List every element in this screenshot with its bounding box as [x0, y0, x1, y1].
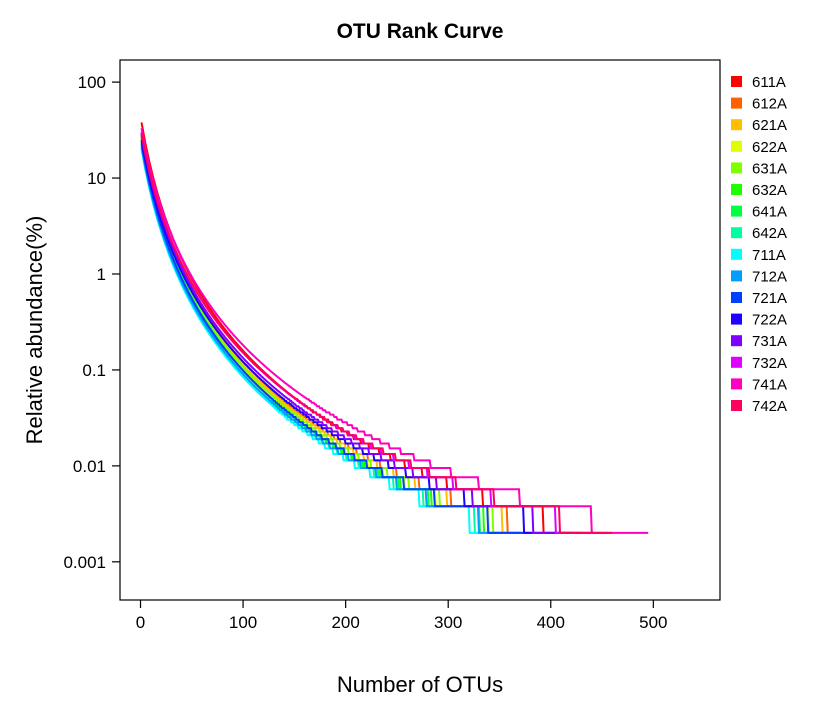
x-tick-label: 200	[331, 613, 359, 632]
x-tick-label: 400	[537, 613, 565, 632]
legend-label: 711A	[752, 247, 786, 264]
legend-swatch	[731, 119, 742, 131]
legend: 611A 612A 621A 622A 631A 632A 641A 642A 711A 712A…	[731, 74, 787, 415]
legend-swatch	[731, 292, 742, 303]
series-line-711A	[140, 149, 510, 534]
series-line-641A	[140, 138, 520, 534]
series-layer	[140, 122, 649, 534]
y-tick-label: 0.1	[82, 361, 106, 380]
series-line-621A	[140, 135, 546, 534]
legend-swatch	[731, 400, 742, 411]
series-line-742A	[140, 133, 613, 534]
series-line-642A	[140, 145, 515, 534]
legend-label: 722A	[752, 312, 787, 329]
y-tick-label: 1	[97, 265, 106, 284]
legend-label: 732A	[752, 355, 787, 372]
x-tick-label: 0	[136, 613, 145, 632]
legend-label: 741A	[752, 376, 787, 393]
chart-title: OTU Rank Curve	[337, 20, 504, 43]
series-line-712A	[140, 146, 520, 534]
legend-label: 642A	[752, 225, 787, 242]
series-line-632A	[140, 141, 526, 534]
legend-label: 611A	[752, 74, 786, 91]
plot-frame	[119, 59, 721, 601]
legend-swatch	[731, 378, 742, 390]
x-tick-label: 100	[229, 613, 257, 632]
legend-label: 731A	[752, 333, 787, 350]
y-tick-label: 10	[87, 169, 106, 188]
y-tick-label: 0.01	[73, 457, 106, 476]
legend-label: 612A	[752, 96, 787, 113]
series-line-622A	[140, 139, 531, 534]
legend-label: 641A	[752, 204, 787, 221]
legend-swatch	[731, 140, 742, 152]
legend-swatch	[731, 313, 742, 325]
series-line-721A	[140, 143, 531, 534]
series-line-631A	[140, 136, 536, 534]
legend-swatch	[731, 270, 742, 282]
legend-swatch	[731, 335, 742, 347]
legend-swatch	[731, 205, 742, 217]
legend-swatch	[731, 76, 742, 87]
legend-label: 632A	[752, 182, 787, 199]
series-line-612A	[140, 132, 551, 534]
legend-swatch	[731, 227, 742, 239]
x-tick-label: 500	[639, 613, 667, 632]
legend-label: 631A	[752, 160, 787, 177]
legend-label: 622A	[752, 139, 787, 156]
legend-label: 712A	[752, 268, 787, 285]
legend-swatch	[731, 356, 742, 368]
x-axis-label: Number of OTUs	[337, 672, 503, 697]
series-line-722A	[140, 139, 572, 534]
x-tick-label: 300	[434, 613, 462, 632]
legend-swatch	[731, 248, 742, 260]
legend-swatch	[731, 162, 742, 174]
y-axis-label: Relative abundance(%)	[22, 216, 47, 445]
legend-label: 742A	[752, 398, 787, 415]
legend-swatch	[731, 97, 742, 109]
y-tick-label: 0.001	[63, 553, 106, 572]
legend-label: 621A	[752, 117, 787, 134]
series-line-731A	[140, 135, 582, 534]
legend-label: 721A	[752, 290, 787, 307]
plot-area: 0 100 200 300 400 500 100 10 1 0.1 0.01 0.001	[63, 59, 721, 632]
axis-layer: 0 100 200 300 400 500 100 10 1 0.1 0.01 0.001	[63, 73, 667, 632]
legend-swatch	[731, 184, 742, 195]
y-tick-label: 100	[78, 73, 106, 92]
series-line-741A	[140, 128, 649, 534]
